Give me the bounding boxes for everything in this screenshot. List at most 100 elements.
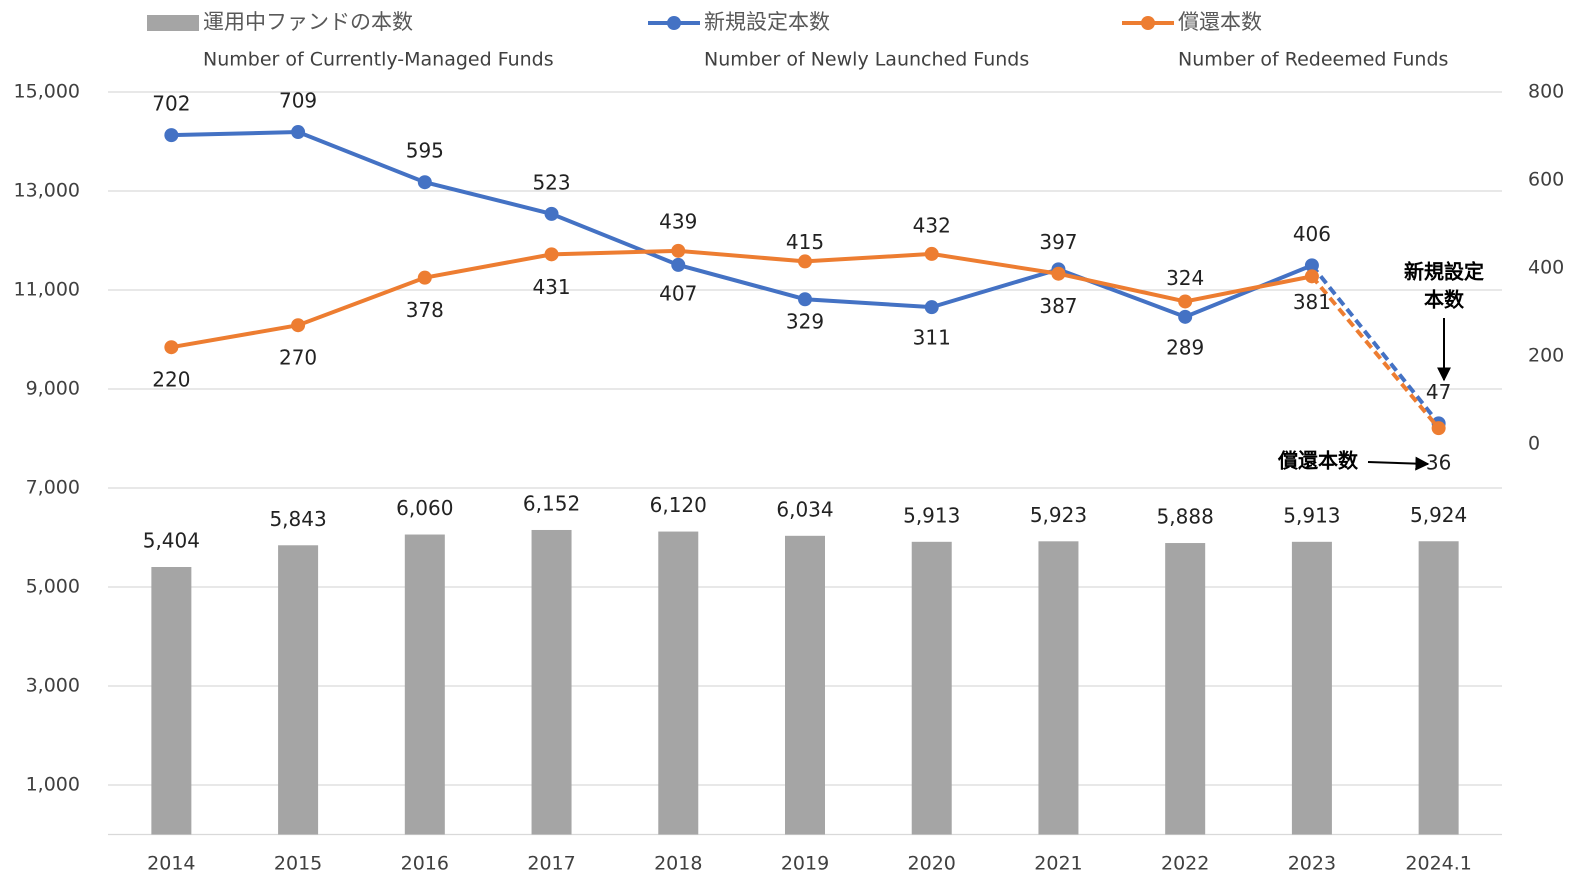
bar — [1291, 541, 1332, 835]
x-tick-label: 2015 — [274, 853, 322, 875]
data-label: 406 — [1293, 222, 1331, 246]
bar — [404, 534, 445, 835]
y-tick-label: 9,000 — [26, 378, 80, 400]
data-label: 432 — [913, 213, 951, 237]
y-tick-label: 7,000 — [26, 477, 80, 499]
data-label: 5,888 — [1157, 505, 1214, 529]
x-tick-label: 2016 — [401, 853, 449, 875]
marker — [1178, 309, 1193, 324]
legend-swatch — [1141, 16, 1155, 30]
annotation: 本数 — [1424, 288, 1465, 312]
line — [171, 248, 1313, 350]
y-tick-label: 15,000 — [14, 81, 80, 103]
data-label: 5,913 — [1283, 503, 1340, 527]
data-label: 5,843 — [269, 507, 326, 531]
marker — [671, 257, 686, 272]
data-label: 6,120 — [650, 493, 707, 517]
data-label: 5,404 — [143, 529, 200, 553]
legend-subtitle: Number of Newly Launched Funds — [704, 49, 1029, 71]
legend-swatch — [667, 16, 681, 30]
marker — [798, 254, 812, 269]
marker — [417, 270, 432, 285]
marker — [1304, 269, 1319, 284]
y2-tick-label: 800 — [1528, 81, 1564, 103]
annotation-arrow — [1367, 456, 1430, 471]
data-label: 415 — [786, 230, 824, 254]
data-label: 595 — [406, 139, 444, 163]
data-label: 387 — [1039, 294, 1077, 318]
bar — [1038, 541, 1079, 835]
x-tick-label: 2024.1 — [1405, 853, 1471, 875]
data-label: 6,034 — [776, 497, 833, 521]
marker — [164, 128, 179, 143]
data-label: 324 — [1166, 266, 1204, 290]
bar — [658, 531, 699, 835]
marker — [1304, 258, 1319, 273]
data-label: 289 — [1166, 335, 1204, 359]
bar — [1418, 541, 1459, 835]
y-tick-label: 11,000 — [14, 279, 80, 301]
x-tick-label: 2014 — [147, 853, 195, 875]
x-tick-label: 2019 — [781, 853, 829, 875]
data-label: 709 — [279, 89, 317, 113]
legend-subtitle: Number of Currently-Managed Funds — [203, 49, 554, 71]
marker — [544, 206, 559, 221]
data-label: 6,060 — [396, 496, 453, 520]
data-label: 702 — [152, 92, 190, 116]
legend-label: 新規設定本数 — [704, 10, 830, 34]
data-label: 407 — [659, 281, 697, 305]
data-label: 381 — [1293, 290, 1331, 314]
data-label: 5,923 — [1030, 503, 1087, 527]
data-label: 36 — [1426, 451, 1451, 475]
data-label: 5,913 — [903, 503, 960, 527]
bar — [151, 567, 192, 835]
legend-label: 償還本数 — [1178, 10, 1262, 34]
data-label: 47 — [1426, 380, 1451, 404]
data-label: 397 — [1039, 230, 1077, 254]
legend-subtitle: Number of Redeemed Funds — [1178, 49, 1448, 71]
marker — [924, 246, 939, 261]
bar — [785, 535, 825, 835]
x-tick-label: 2022 — [1161, 853, 1209, 875]
y2-tick-label: 200 — [1528, 345, 1564, 367]
x-tick-label: 2020 — [908, 853, 956, 875]
y-tick-label: 1,000 — [26, 774, 80, 796]
x-tick-label: 2023 — [1288, 853, 1336, 875]
marker — [671, 243, 686, 258]
y2-tick-label: 0 — [1528, 433, 1540, 455]
y-tick-label: 3,000 — [26, 675, 80, 697]
bar — [278, 545, 319, 835]
data-label: 439 — [659, 209, 697, 233]
marker — [1431, 421, 1446, 436]
y-tick-label: 13,000 — [14, 180, 80, 202]
legend-swatch — [147, 15, 199, 31]
data-label: 311 — [913, 326, 951, 350]
line-dashed — [1310, 264, 1441, 425]
bar — [1165, 543, 1206, 835]
marker — [1178, 294, 1193, 309]
marker — [924, 300, 939, 315]
line — [171, 130, 1313, 319]
x-tick-label: 2021 — [1034, 853, 1082, 875]
line-dashed — [1310, 275, 1441, 430]
marker — [164, 340, 179, 355]
y-tick-label: 5,000 — [26, 576, 80, 598]
marker — [798, 292, 812, 307]
data-label: 5,924 — [1410, 503, 1467, 527]
marker — [291, 318, 306, 333]
marker — [291, 125, 306, 140]
data-label: 270 — [279, 346, 317, 370]
annotation: 償還本数 — [1277, 449, 1359, 473]
data-label: 329 — [786, 310, 824, 334]
bar — [911, 541, 952, 835]
data-label: 378 — [406, 298, 444, 322]
y2-tick-label: 400 — [1528, 257, 1564, 279]
marker — [544, 247, 559, 262]
x-tick-label: 2017 — [527, 853, 575, 875]
y2-tick-label: 600 — [1528, 169, 1564, 191]
bar — [531, 529, 572, 835]
data-label: 220 — [152, 368, 190, 392]
marker — [1051, 266, 1066, 281]
legend-label: 運用中ファンドの本数 — [203, 10, 413, 34]
